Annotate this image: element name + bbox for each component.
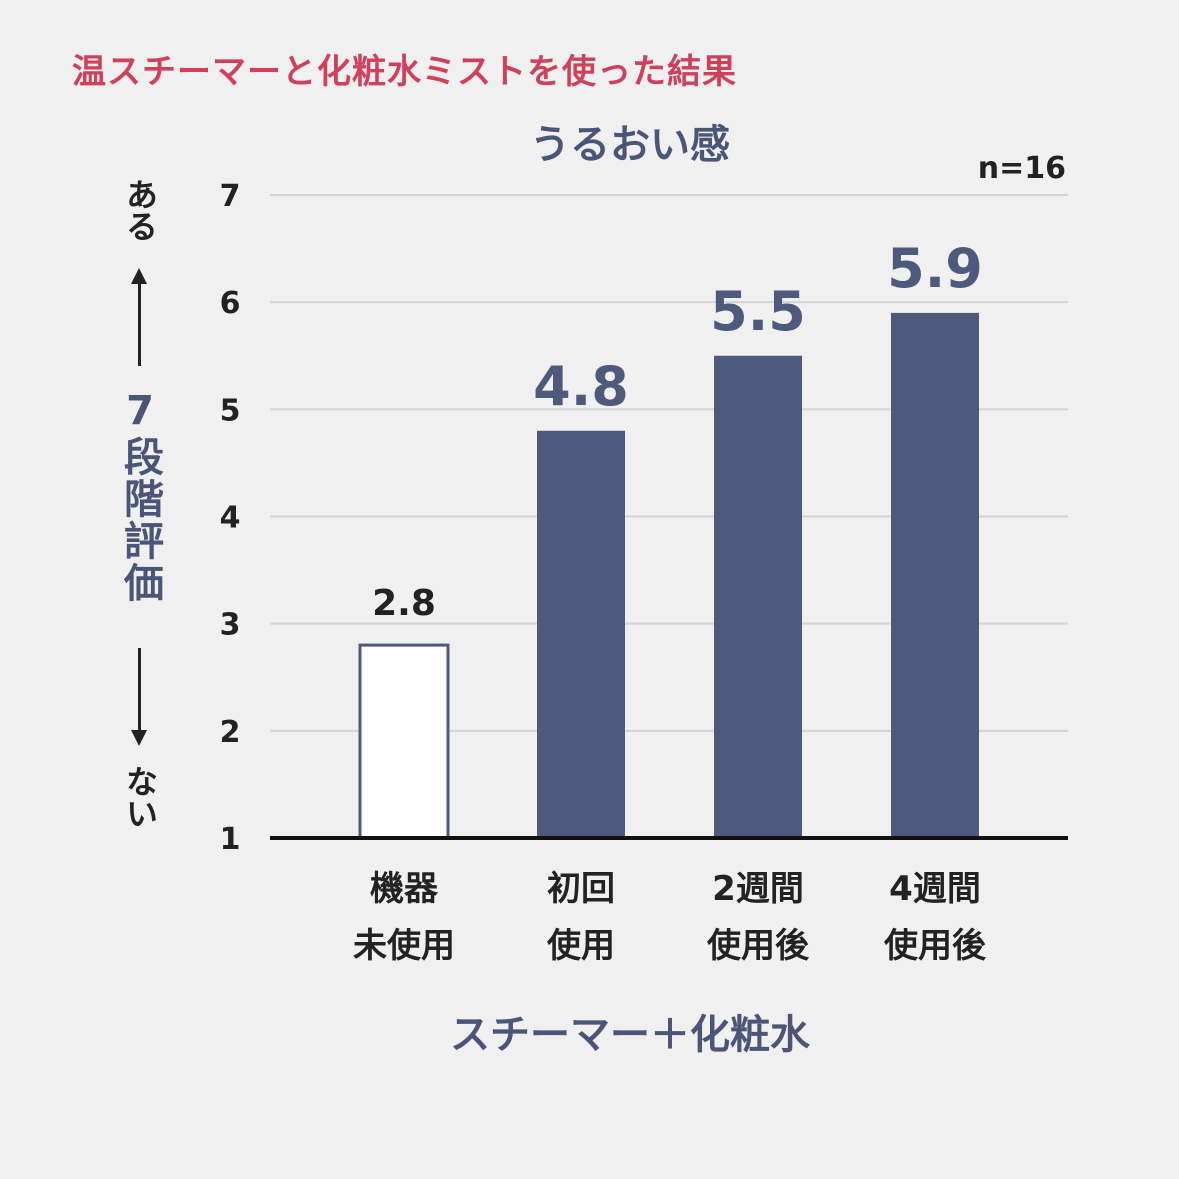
y-tick-label: 7 <box>220 179 241 214</box>
data-label: 5.5 <box>710 280 806 343</box>
data-label: 4.8 <box>533 355 629 418</box>
y-axis-label: 7段階評価 <box>117 388 163 604</box>
sample-size-label: n=16 <box>977 151 1066 186</box>
x-tick-label: 初回 <box>547 869 615 909</box>
bar <box>714 355 802 838</box>
bar <box>358 643 450 840</box>
y-tick-label: 6 <box>220 286 241 321</box>
arrow-up-icon <box>131 268 147 284</box>
bar <box>537 430 625 838</box>
y-tick-label: 1 <box>220 822 241 857</box>
x-tick-label: 使用後 <box>706 926 810 966</box>
data-label: 5.9 <box>887 237 983 300</box>
arrow-up-line <box>138 282 141 366</box>
x-tick-label: 2週間 <box>712 869 804 909</box>
x-tick-label: 未使用 <box>353 926 455 966</box>
data-label: 2.8 <box>372 583 436 624</box>
arrow-down-icon <box>131 730 147 746</box>
x-tick-label: 機器 <box>370 869 439 909</box>
x-tick-label: 使用 <box>546 926 615 966</box>
y-axis-top-label: ある <box>121 178 159 242</box>
x-tick-label: 4週間 <box>889 869 981 909</box>
arrow-down-line <box>138 648 141 734</box>
page-title: 温スチーマーと化粧水ミストを使った結果 <box>72 52 737 92</box>
x-tick-label: 使用後 <box>883 926 987 966</box>
chart-title: うるおい感 <box>530 122 730 168</box>
x-axis-label: スチーマー＋化粧水 <box>450 1012 810 1058</box>
y-tick-label: 5 <box>220 393 241 428</box>
y-tick-label: 2 <box>220 715 241 750</box>
y-tick-label: 3 <box>220 608 241 643</box>
bar <box>891 312 979 839</box>
y-tick-label: 4 <box>220 501 241 536</box>
y-axis-bottom-label: ない <box>121 765 159 829</box>
